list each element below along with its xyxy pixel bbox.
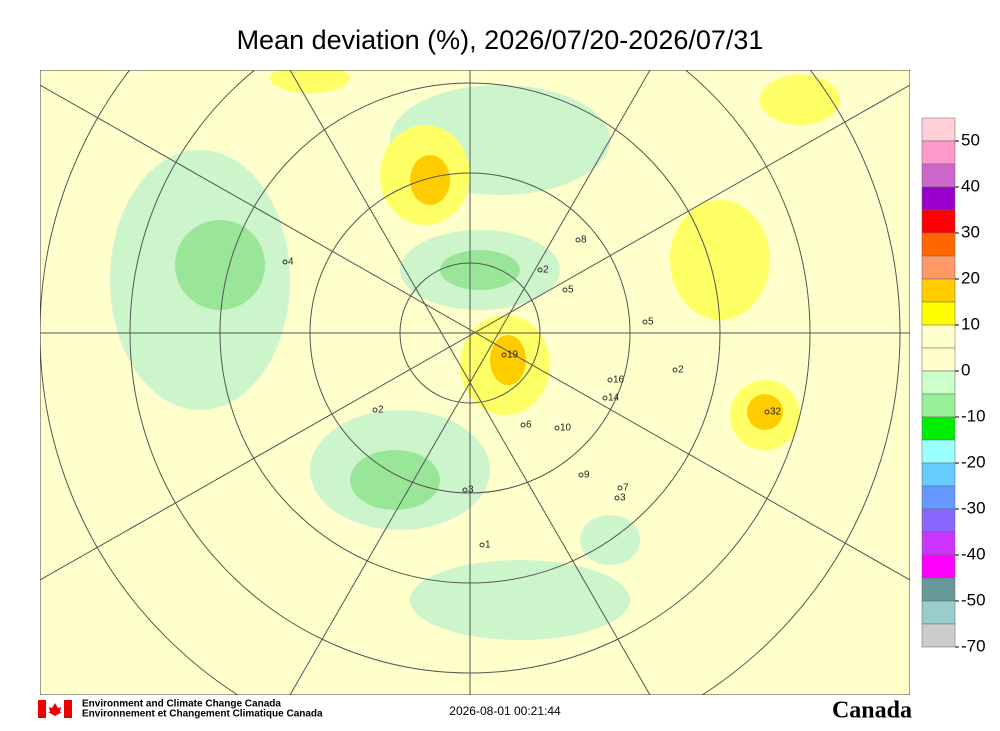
legend-swatch (921, 439, 956, 464)
station-value: 4 (288, 257, 294, 268)
station-value: 2 (678, 365, 684, 376)
station-value: 2 (378, 405, 384, 416)
legend-swatch (921, 623, 956, 648)
station-value: 3 (620, 493, 626, 504)
legend-label: -40 (961, 544, 986, 563)
legend-swatch (921, 324, 956, 349)
legend-label: 0 (961, 360, 970, 379)
agency-fr: Environnement et Changement Climatique C… (82, 709, 323, 720)
legend-swatch (921, 600, 956, 625)
legend-label: 40 (961, 176, 980, 195)
station-value: 2 (543, 265, 549, 276)
station-marker (764, 409, 770, 415)
station-marker (578, 472, 584, 478)
station-marker (614, 495, 620, 501)
station-value: 16 (613, 375, 625, 386)
legend-swatch (921, 577, 956, 602)
station-marker (282, 259, 288, 265)
station-marker (642, 319, 648, 325)
station-value: 19 (507, 350, 519, 361)
station-marker (554, 425, 560, 431)
timestamp: 2026-08-01 00:21:44 (449, 704, 561, 718)
legend-swatch (921, 554, 956, 579)
station-value: 5 (648, 317, 654, 328)
legend-swatch (921, 278, 956, 303)
station-marker (607, 377, 613, 383)
station-marker (479, 542, 485, 548)
wordmark: Canada (832, 698, 912, 724)
legend-label: 20 (961, 268, 980, 287)
legend-swatch (921, 117, 956, 142)
agency-en: Environment and Climate Change Canada (82, 699, 281, 710)
legend-swatch (921, 393, 956, 418)
station-marker (562, 287, 568, 293)
legend-label: 50 (961, 130, 980, 149)
station-marker (602, 395, 608, 401)
map (40, 70, 910, 695)
legend-swatch (921, 508, 956, 533)
legend-swatch (921, 416, 956, 441)
station-marker (372, 407, 378, 413)
legend-label: -20 (961, 452, 986, 471)
legend-label: -10 (961, 406, 986, 425)
title: Mean deviation (%), 2026/07/20-2026/07/3… (237, 25, 764, 55)
legend-swatch (921, 347, 956, 372)
legend-swatch (921, 209, 956, 234)
station-value: 10 (560, 423, 572, 434)
station-value: 1 (485, 540, 491, 551)
station-marker (575, 237, 581, 243)
legend-swatch (921, 163, 956, 188)
station-value: 6 (526, 420, 532, 431)
station-marker (501, 352, 507, 358)
station-value: 3 (468, 485, 474, 496)
legend-swatch (921, 485, 956, 510)
legend-swatch (921, 531, 956, 556)
station-marker (537, 267, 543, 273)
station-value: 8 (581, 235, 587, 246)
footer: Environment and Climate Change Canada En… (38, 698, 912, 724)
legend-swatch (921, 186, 956, 211)
station-marker (520, 422, 526, 428)
station-marker (617, 485, 623, 491)
legend-label: 30 (961, 222, 980, 241)
legend-label: -50 (961, 590, 986, 609)
station-value: 7 (623, 483, 629, 494)
station-marker (462, 487, 468, 493)
legend-swatch (921, 140, 956, 165)
legend-label: 10 (961, 314, 980, 333)
legend-label: -30 (961, 498, 986, 517)
legend-label: -70 (961, 636, 986, 655)
station-value: 9 (584, 470, 590, 481)
station-marker (672, 367, 678, 373)
legend-swatch (921, 232, 956, 257)
legend: 50 40 30 20 10 0 -10 -20 -30 -40 -50 -70 (921, 117, 986, 655)
legend-swatch (921, 301, 956, 326)
legend-swatch (921, 462, 956, 487)
station-value: 14 (608, 393, 620, 404)
station-value: 5 (568, 285, 574, 296)
legend-swatch (921, 255, 956, 280)
legend-swatch (921, 370, 956, 395)
station-value: 32 (770, 407, 782, 418)
